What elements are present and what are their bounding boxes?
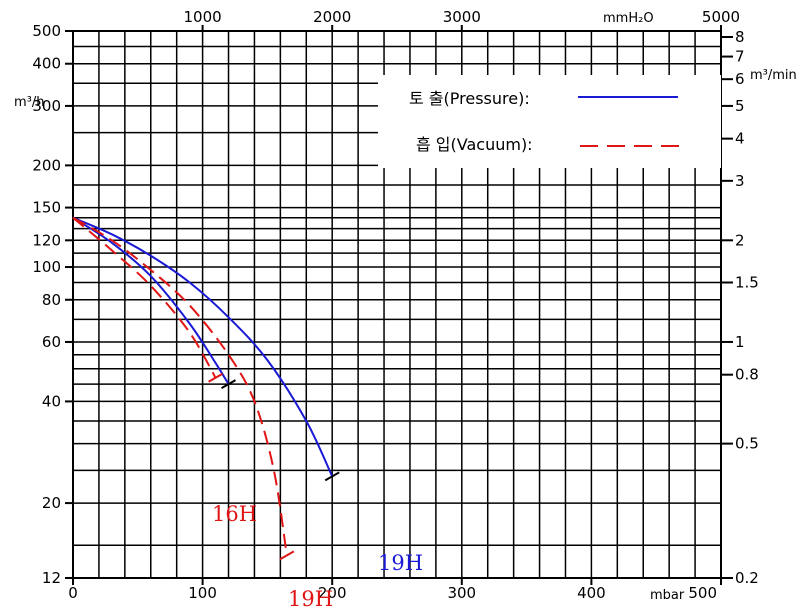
y-right-tick-label: 0.2: [735, 569, 759, 587]
y-left-tick-label: 300: [32, 97, 61, 115]
y-right-tick-label: 1: [735, 333, 745, 351]
bottom-axis-unit: mbar: [650, 588, 685, 603]
y-right-tick-label: 8: [735, 28, 745, 46]
y-left-tick-label: 100: [32, 258, 61, 276]
series-pressure-19h: [72, 216, 334, 477]
top-axis-unit: mmH₂O: [603, 11, 654, 26]
left-axis-unit: m³/h: [14, 95, 45, 110]
x-top-tick-label: 2000: [313, 8, 351, 26]
y-left-tick-label: 500: [32, 22, 61, 40]
y-left-tick-label: 20: [42, 494, 61, 512]
end-label-19h-vacuum: 19H: [288, 587, 333, 611]
y-left-tick-label: 400: [32, 55, 61, 73]
series-end-marker: [208, 372, 224, 383]
y-left-tick-label: 80: [42, 291, 61, 309]
x-bottom-tick-label: 200: [318, 584, 347, 602]
x-bottom-tick-label: 500: [688, 584, 717, 602]
x-bottom-tick-label: 300: [447, 584, 476, 602]
end-label-16h-vacuum: 16H: [212, 502, 257, 526]
series-end-marker: [221, 379, 237, 390]
y-left-tick-label: 150: [32, 199, 61, 217]
legend-box: [378, 75, 721, 168]
y-left-tick-label: 12: [42, 569, 61, 587]
series-vacuum-19h: [72, 216, 288, 556]
y-right-tick-label: 6: [735, 70, 745, 88]
legend: 토 출(Pressure): 흡 입(Vacuum):: [378, 75, 721, 168]
y-left-tick-label: 120: [32, 231, 61, 249]
y-right-tick-label: 0.5: [735, 435, 759, 453]
series-end-marker: [324, 471, 340, 482]
legend-label-pressure: 토 출(Pressure):: [409, 89, 530, 108]
end-label-19h-pressure: 19H: [378, 551, 423, 575]
y-right-tick-label: 1.5: [735, 273, 759, 291]
x-bottom-tick-label: 0: [68, 584, 78, 602]
series-vacuum-16h: [72, 216, 217, 379]
x-top-tick-label: 3000: [443, 8, 481, 26]
x-top-tick-label: 1000: [184, 8, 222, 26]
x-bottom-tick-label: 100: [188, 584, 217, 602]
series-pressure-16h: [72, 216, 230, 385]
right-axis-unit: m³/min: [750, 68, 797, 83]
plot-frame: [72, 30, 722, 579]
y-left-tick-label: 60: [42, 333, 61, 351]
series: [72, 216, 340, 561]
y-right-tick-label: 5: [735, 97, 745, 115]
series-end-marker: [279, 550, 295, 561]
y-right-tick-label: 3: [735, 172, 745, 190]
x-top-tick-label: 5000: [702, 8, 740, 26]
y-left-tick-label: 40: [42, 392, 61, 410]
y-left-tick-label: 200: [32, 156, 61, 174]
y-right-tick-label: 7: [735, 48, 745, 66]
legend-label-vacuum: 흡 입(Vacuum):: [416, 135, 533, 154]
x-bottom-tick-label: 400: [577, 584, 606, 602]
y-right-tick-label: 2: [735, 231, 745, 249]
y-right-tick-label: 4: [735, 130, 745, 148]
y-right-tick-label: 0.8: [735, 366, 759, 384]
